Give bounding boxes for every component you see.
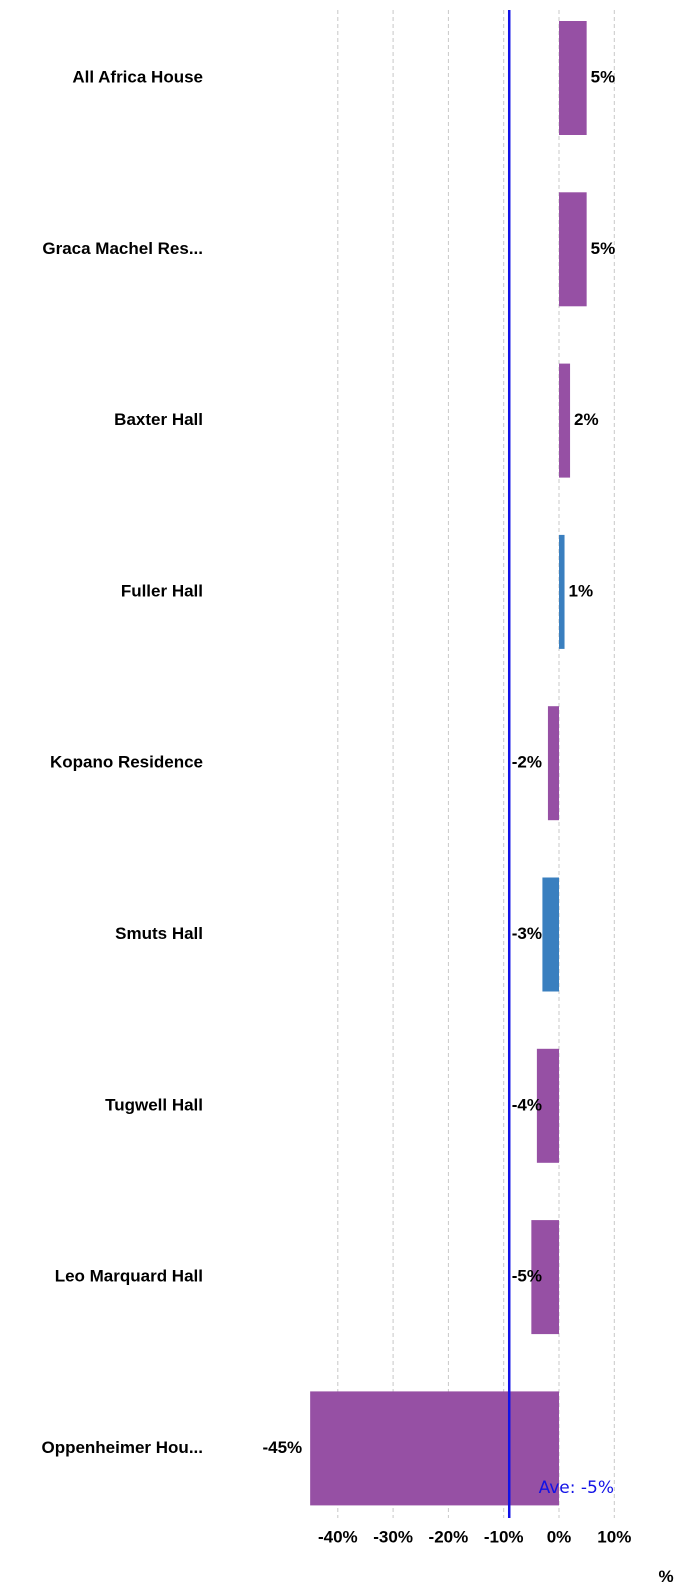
category-labels: All Africa House Graca Machel Res... Baxte… [41, 67, 203, 1456]
value-label: -3% [512, 924, 542, 943]
x-tick-label: -30% [373, 1527, 413, 1546]
average-line-group: Ave: -5% [507, 10, 614, 1518]
bar [547, 706, 559, 821]
value-label: 5% [591, 239, 616, 258]
bar [559, 192, 587, 307]
bars [310, 21, 587, 1506]
x-tick-label: 0% [547, 1527, 572, 1546]
bar [559, 363, 571, 478]
average-label: Ave: -5% [539, 1478, 614, 1498]
x-tick-label: -40% [318, 1527, 358, 1546]
value-label: -5% [512, 1267, 542, 1286]
value-label: 5% [591, 67, 616, 86]
category-label: Graca Machel Res... [42, 239, 203, 258]
category-label: Fuller Hall [121, 581, 203, 600]
value-label: 2% [574, 410, 599, 429]
x-tick-label: -10% [484, 1527, 524, 1546]
x-tick-label: -20% [429, 1527, 469, 1546]
bar [559, 21, 587, 135]
x-tick-label: 10% [597, 1527, 631, 1546]
value-label: -2% [512, 753, 542, 772]
bar [531, 1220, 559, 1335]
value-label: 1% [569, 581, 594, 600]
category-label: Kopano Residence [50, 753, 203, 772]
category-label: All Africa House [72, 67, 203, 86]
value-label: -45% [262, 1438, 302, 1457]
category-label: Smuts Hall [115, 924, 203, 943]
category-label: Leo Marquard Hall [55, 1267, 203, 1286]
value-labels: 5% 5% 2% 1% -2% -3% -4% -5% -45% [262, 67, 615, 1456]
bar [536, 1048, 559, 1163]
x-tick-labels: -40% -30% -20% -10% 0% 10% [318, 1527, 631, 1546]
bar [559, 534, 565, 649]
category-label: Oppenheimer Hou... [41, 1438, 203, 1457]
bar [310, 1391, 559, 1506]
x-axis-unit-label: % [658, 1567, 673, 1586]
category-label: Tugwell Hall [105, 1095, 203, 1114]
category-label: Baxter Hall [114, 410, 203, 429]
bar [542, 877, 559, 992]
value-label: -4% [512, 1095, 542, 1114]
